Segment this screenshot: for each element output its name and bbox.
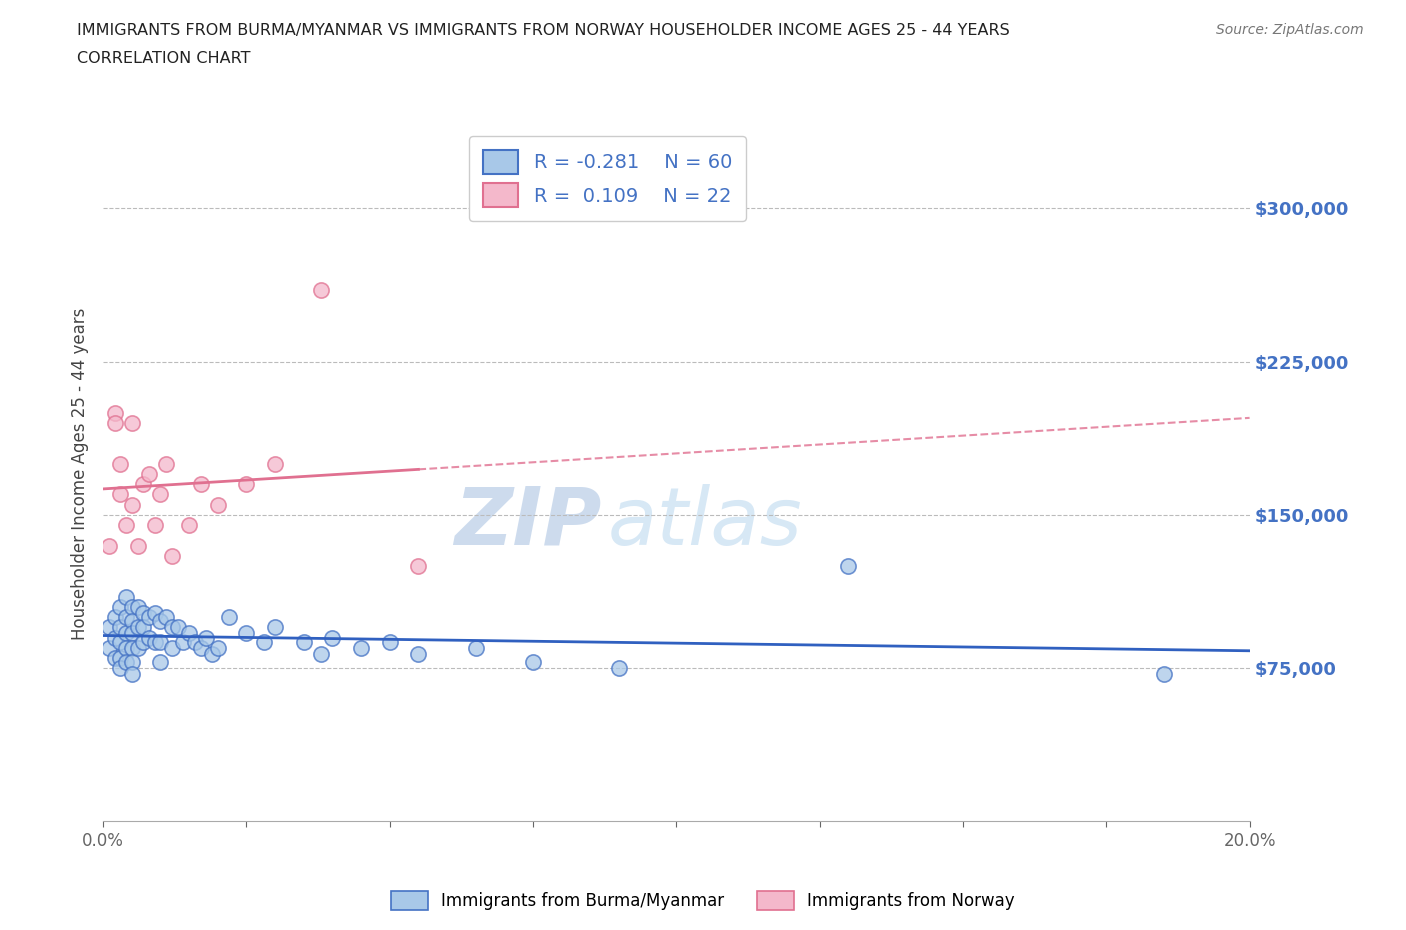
Point bbox=[309, 283, 332, 298]
Point bbox=[190, 477, 212, 492]
Point bbox=[121, 600, 143, 615]
Point bbox=[166, 620, 188, 635]
Point bbox=[121, 626, 143, 641]
Point bbox=[115, 610, 138, 625]
Point bbox=[138, 631, 160, 645]
Point bbox=[132, 605, 155, 620]
Point bbox=[408, 646, 430, 661]
Point bbox=[837, 559, 859, 574]
Point bbox=[110, 634, 132, 649]
Point bbox=[104, 651, 127, 666]
Point bbox=[104, 416, 127, 431]
Point bbox=[160, 641, 183, 656]
Point bbox=[127, 641, 149, 656]
Point bbox=[138, 610, 160, 625]
Point bbox=[97, 620, 120, 635]
Point bbox=[110, 660, 132, 675]
Point bbox=[127, 600, 149, 615]
Point bbox=[127, 620, 149, 635]
Point bbox=[149, 655, 172, 670]
Point bbox=[149, 614, 172, 629]
Point bbox=[110, 457, 132, 472]
Point bbox=[201, 646, 224, 661]
Point bbox=[264, 457, 287, 472]
Point bbox=[172, 634, 194, 649]
Text: IMMIGRANTS FROM BURMA/MYANMAR VS IMMIGRANTS FROM NORWAY HOUSEHOLDER INCOME AGES : IMMIGRANTS FROM BURMA/MYANMAR VS IMMIGRA… bbox=[77, 23, 1010, 38]
Point bbox=[179, 518, 201, 533]
Point bbox=[115, 655, 138, 670]
Point bbox=[121, 655, 143, 670]
Point bbox=[143, 605, 166, 620]
Point bbox=[155, 457, 177, 472]
Point bbox=[110, 600, 132, 615]
Point bbox=[110, 487, 132, 502]
Point bbox=[97, 538, 120, 553]
Point bbox=[1153, 667, 1175, 682]
Point bbox=[149, 634, 172, 649]
Point bbox=[115, 641, 138, 656]
Point bbox=[127, 538, 149, 553]
Point bbox=[195, 631, 218, 645]
Point bbox=[408, 559, 430, 574]
Text: CORRELATION CHART: CORRELATION CHART bbox=[77, 51, 250, 66]
Point bbox=[121, 614, 143, 629]
Point bbox=[218, 610, 240, 625]
Point bbox=[110, 620, 132, 635]
Point bbox=[149, 487, 172, 502]
Point bbox=[522, 655, 544, 670]
Legend: R = -0.281    N = 60, R =  0.109    N = 22: R = -0.281 N = 60, R = 0.109 N = 22 bbox=[470, 137, 745, 220]
Point bbox=[207, 641, 229, 656]
Point bbox=[292, 634, 315, 649]
Point bbox=[97, 641, 120, 656]
Point bbox=[115, 518, 138, 533]
Point bbox=[464, 641, 486, 656]
Point bbox=[309, 646, 332, 661]
Point bbox=[138, 467, 160, 482]
Point bbox=[184, 634, 207, 649]
Point bbox=[607, 660, 630, 675]
Point bbox=[190, 641, 212, 656]
Point bbox=[121, 667, 143, 682]
Text: atlas: atlas bbox=[607, 484, 803, 562]
Point bbox=[110, 651, 132, 666]
Point bbox=[115, 590, 138, 604]
Point bbox=[121, 416, 143, 431]
Point bbox=[132, 620, 155, 635]
Point bbox=[350, 641, 373, 656]
Point bbox=[321, 631, 343, 645]
Point bbox=[132, 634, 155, 649]
Point bbox=[160, 620, 183, 635]
Point bbox=[160, 549, 183, 564]
Point bbox=[104, 405, 127, 420]
Point bbox=[121, 498, 143, 512]
Point bbox=[253, 634, 276, 649]
Point bbox=[104, 631, 127, 645]
Point bbox=[115, 626, 138, 641]
Text: ZIP: ZIP bbox=[454, 484, 602, 562]
Point bbox=[179, 626, 201, 641]
Point bbox=[121, 641, 143, 656]
Point bbox=[155, 610, 177, 625]
Point bbox=[378, 634, 401, 649]
Point bbox=[207, 498, 229, 512]
Point bbox=[143, 634, 166, 649]
Point bbox=[104, 610, 127, 625]
Legend: Immigrants from Burma/Myanmar, Immigrants from Norway: Immigrants from Burma/Myanmar, Immigrant… bbox=[384, 884, 1022, 917]
Text: Source: ZipAtlas.com: Source: ZipAtlas.com bbox=[1216, 23, 1364, 37]
Point bbox=[143, 518, 166, 533]
Y-axis label: Householder Income Ages 25 - 44 years: Householder Income Ages 25 - 44 years bbox=[72, 308, 89, 640]
Point bbox=[235, 477, 257, 492]
Point bbox=[235, 626, 257, 641]
Point bbox=[132, 477, 155, 492]
Point bbox=[264, 620, 287, 635]
